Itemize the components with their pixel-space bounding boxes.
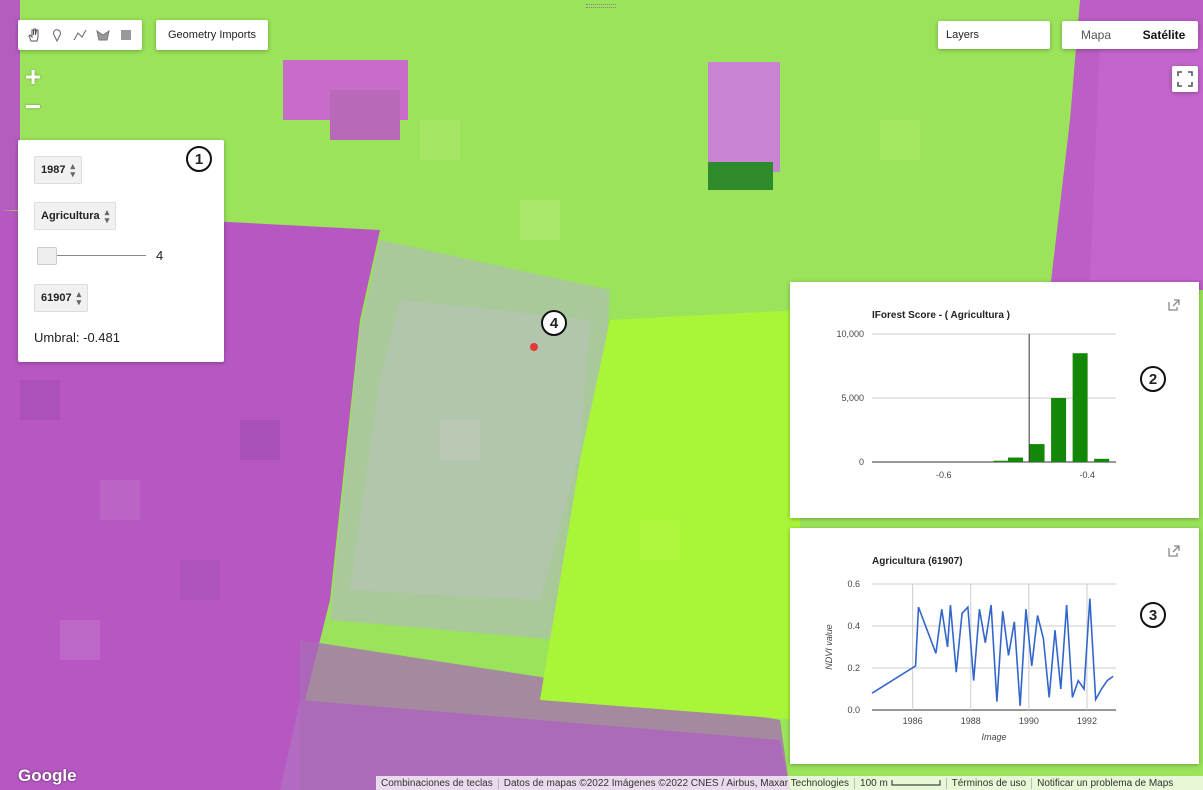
scale-bar-icon <box>891 779 941 786</box>
popout-icon[interactable] <box>1167 298 1181 312</box>
geometry-imports-button[interactable]: Geometry Imports <box>156 20 268 50</box>
x-tick-label: 1990 <box>1019 716 1039 726</box>
zoom-controls: + − <box>18 61 48 122</box>
y-tick-label: 0.2 <box>847 663 860 673</box>
annotation-badge-2: 2 <box>1140 366 1166 392</box>
popout-icon[interactable] <box>1167 544 1181 558</box>
attribution-text: Datos de mapas ©2022 Imágenes ©2022 CNES… <box>497 777 854 789</box>
report-problem-link[interactable]: Notificar un problema de Maps <box>1031 777 1178 789</box>
histogram-bar <box>1029 444 1045 462</box>
annotation-badge-1: 1 <box>186 146 212 172</box>
y-tick-label: 5,000 <box>841 393 864 403</box>
fullscreen-icon <box>1177 71 1193 87</box>
select-arrows-icon: ▴ ▾ <box>70 161 76 179</box>
map-footer: Combinaciones de teclas Datos de mapas ©… <box>376 776 1203 790</box>
rectangle-icon[interactable] <box>116 25 136 45</box>
drawing-tools <box>18 20 142 50</box>
histogram-bar <box>1094 458 1110 462</box>
zoom-out-button[interactable]: − <box>24 91 42 122</box>
line-icon[interactable] <box>70 25 90 45</box>
keyboard-shortcuts-link[interactable]: Combinaciones de teclas <box>381 777 493 789</box>
histogram-chart-panel: IForest Score - ( Agricultura ) 2 10,000… <box>790 282 1199 518</box>
layers-button[interactable]: Layers <box>938 21 1050 49</box>
map-type-control: Mapa Satélite <box>1062 21 1198 49</box>
slider-track <box>38 255 146 256</box>
slider-value: 4 <box>156 248 164 263</box>
x-tick-label: 1988 <box>961 716 981 726</box>
google-logo: Google <box>18 766 77 785</box>
class-select-value: Agricultura <box>41 210 100 222</box>
x-axis-label: Image <box>981 732 1006 742</box>
scale-bar[interactable]: 100 m <box>854 777 946 789</box>
annotation-badge-4: 4 <box>541 310 567 336</box>
drag-handle[interactable] <box>586 4 616 8</box>
ndvi-title: Agricultura (61907) <box>872 556 963 567</box>
hand-icon[interactable] <box>24 25 44 45</box>
x-tick-label: 1992 <box>1077 716 1097 726</box>
x-tick-label: -0.4 <box>1080 470 1096 480</box>
ndvi-chart: 0.6 0.4 0.2 0.0 1986 1988 1990 1992 Image NDVI va… <box>824 579 1116 742</box>
selected-point-marker[interactable] <box>530 343 538 351</box>
slider-thumb[interactable] <box>36 247 57 265</box>
fullscreen-button[interactable] <box>1172 66 1198 92</box>
histogram-bar <box>1072 353 1088 462</box>
ndvi-chart-panel: Agricultura (61907) 3 0.6 0.4 0.2 0.0 1986 19… <box>790 528 1199 764</box>
control-panel: 1 1987 ▴ ▾ Agricultura ▴ ▾ 4 61907 ▴ ▾ Umbr… <box>18 140 224 362</box>
select-arrows-icon: ▴ ▾ <box>76 289 82 307</box>
x-tick-label: -0.6 <box>936 470 952 480</box>
class-select[interactable]: Agricultura ▴ ▾ <box>34 202 117 230</box>
map-type-satellite[interactable]: Satélite <box>1142 28 1186 42</box>
histogram-bar <box>1008 457 1024 462</box>
y-tick-label: 0 <box>859 457 864 467</box>
y-tick-label: 0.4 <box>847 621 860 631</box>
id-select[interactable]: 61907 ▴ ▾ <box>34 284 89 312</box>
histogram-title: IForest Score - ( Agricultura ) <box>872 310 1010 321</box>
annotation-badge-3: 3 <box>1140 602 1166 628</box>
y-tick-label: 0.0 <box>847 705 860 715</box>
histogram-bar <box>1051 398 1067 462</box>
id-select-value: 61907 <box>41 292 72 304</box>
ndvi-series-line <box>871 598 1114 706</box>
scale-label: 100 m <box>860 777 888 789</box>
x-tick-label: 1986 <box>903 716 923 726</box>
slider[interactable]: 4 <box>34 246 214 266</box>
zoom-in-button[interactable]: + <box>24 61 42 92</box>
y-tick-label: 0.6 <box>847 579 860 589</box>
threshold-label: Umbral: -0.481 <box>34 330 120 345</box>
y-tick-label: 10,000 <box>836 329 864 339</box>
histogram-bar <box>993 460 1009 462</box>
marker-icon[interactable] <box>47 25 67 45</box>
year-select-value: 1987 <box>41 164 66 176</box>
histogram-chart: 10,000 5,000 0 -0.6 -0.4 <box>836 329 1116 480</box>
polygon-icon[interactable] <box>93 25 113 45</box>
terms-link[interactable]: Términos de uso <box>945 777 1031 789</box>
y-axis-label: NDVI value <box>824 624 834 670</box>
select-arrows-icon: ▴ ▾ <box>104 207 110 225</box>
year-select[interactable]: 1987 ▴ ▾ <box>34 156 83 184</box>
map-type-map[interactable]: Mapa <box>1080 28 1112 42</box>
